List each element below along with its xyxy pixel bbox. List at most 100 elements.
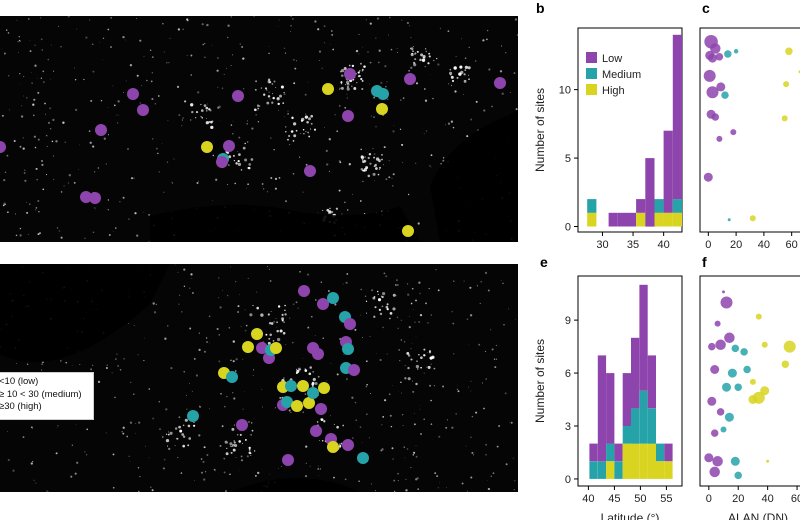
city-light — [33, 135, 37, 138]
city-light — [53, 178, 55, 180]
city-light — [311, 382, 315, 386]
city-light — [284, 313, 287, 316]
city-light — [287, 138, 289, 141]
city-light — [204, 470, 207, 473]
city-light — [297, 307, 299, 309]
city-light — [158, 171, 160, 173]
city-light — [458, 72, 462, 76]
bar-low — [672, 34, 682, 200]
city-light — [459, 65, 463, 69]
city-light — [304, 393, 307, 395]
city-light — [235, 162, 238, 165]
city-light — [328, 170, 330, 172]
city-light — [195, 111, 199, 114]
point-high — [748, 395, 758, 404]
city-light — [128, 323, 130, 324]
map-north-america-svg — [0, 16, 518, 242]
point-medium — [724, 412, 734, 422]
city-light — [429, 352, 431, 354]
city-light — [468, 344, 470, 346]
city-light — [342, 424, 345, 427]
site-marker-low — [342, 439, 354, 451]
city-light — [76, 28, 78, 30]
city-light — [311, 316, 313, 318]
city-light — [194, 480, 195, 482]
city-light — [322, 209, 324, 211]
city-light — [197, 91, 200, 94]
city-light — [373, 116, 375, 118]
city-light — [253, 450, 256, 452]
x-tick-label: 30 — [596, 239, 608, 251]
city-light — [15, 234, 18, 237]
city-light — [323, 25, 326, 28]
city-light — [198, 348, 201, 352]
city-light — [360, 288, 362, 291]
point-medium — [730, 456, 740, 466]
city-light — [119, 369, 122, 371]
city-light — [141, 85, 143, 86]
site-marker-low — [317, 298, 329, 310]
city-light — [92, 364, 94, 366]
city-light — [318, 59, 320, 61]
city-light — [470, 380, 472, 382]
city-light — [304, 115, 309, 119]
site-marker-high — [327, 441, 339, 453]
city-light — [105, 432, 107, 434]
city-light — [112, 85, 114, 87]
city-light — [378, 49, 381, 52]
city-light — [115, 358, 117, 360]
city-light — [413, 413, 415, 414]
city-light — [399, 360, 401, 362]
city-light — [442, 385, 445, 388]
city-light — [167, 325, 169, 327]
city-light — [309, 128, 312, 130]
city-light — [464, 65, 469, 70]
city-light — [424, 48, 427, 50]
city-light — [205, 121, 209, 125]
city-light — [351, 396, 354, 399]
legend-label-high: High — [602, 85, 625, 97]
city-light — [339, 161, 342, 164]
city-light — [361, 70, 363, 72]
city-light — [310, 122, 313, 125]
city-light — [5, 29, 8, 31]
city-light — [304, 93, 307, 96]
city-light — [407, 354, 411, 357]
city-light — [376, 290, 379, 293]
city-light — [247, 277, 249, 279]
city-light — [291, 130, 294, 132]
city-light — [293, 82, 296, 85]
city-light — [265, 333, 268, 336]
city-light — [30, 462, 33, 465]
city-light — [151, 72, 153, 74]
city-light — [461, 482, 464, 485]
city-light — [382, 326, 384, 329]
city-light — [230, 451, 233, 454]
site-marker-medium — [342, 343, 354, 355]
city-light — [386, 308, 389, 311]
city-light — [89, 141, 92, 144]
city-light — [125, 80, 127, 82]
bar-low — [622, 373, 631, 426]
city-light — [123, 358, 125, 360]
city-light — [388, 176, 391, 179]
city-light — [338, 445, 342, 449]
city-light — [295, 129, 298, 132]
city-light — [292, 140, 295, 142]
city-light — [513, 488, 515, 491]
city-light — [333, 476, 335, 479]
city-light — [416, 368, 419, 370]
bar-medium — [614, 461, 623, 479]
site-marker-high — [303, 397, 315, 409]
city-light — [372, 172, 376, 176]
city-light — [390, 425, 393, 428]
city-light — [292, 122, 297, 126]
city-light — [340, 86, 344, 90]
bar-low — [606, 373, 615, 444]
bar-medium — [597, 461, 607, 479]
city-light — [436, 57, 438, 60]
legend-label-low: Low — [602, 53, 622, 65]
city-light — [190, 273, 193, 276]
site-marker-low — [404, 73, 416, 85]
city-light — [117, 364, 120, 367]
